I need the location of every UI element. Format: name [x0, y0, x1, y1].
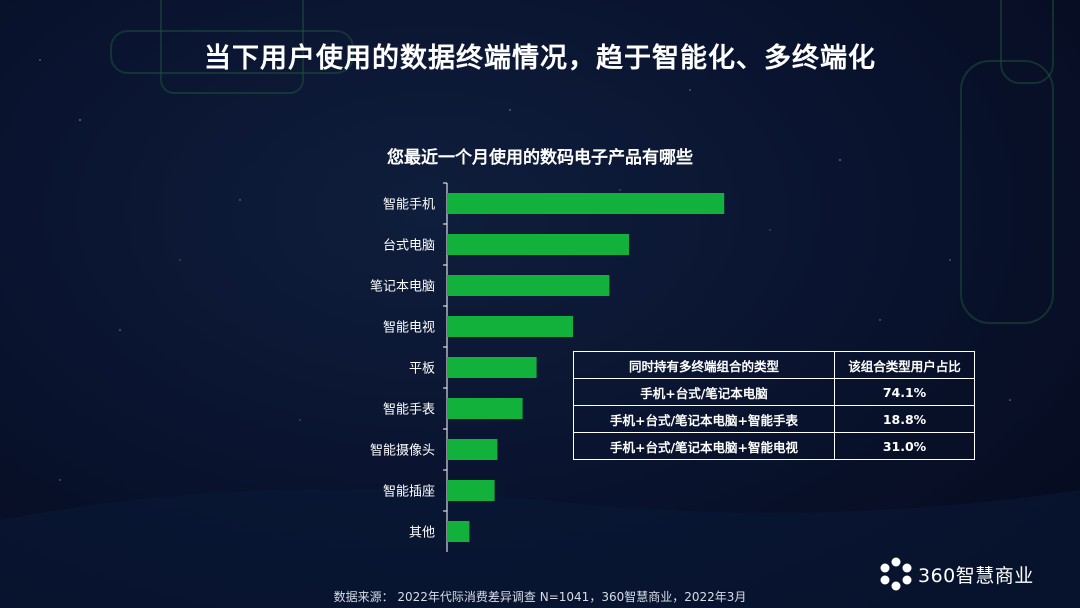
background-plus-decoration	[110, 30, 354, 74]
bar	[447, 439, 498, 460]
category-label: 智能电视	[383, 321, 435, 336]
data-source-note: 数据来源： 2022年代际消费差异调查 N=1041，360智慧商业，2022年…	[333, 590, 747, 604]
bar	[447, 193, 725, 214]
chart-title: 您最近一个月使用的数码电子产品有哪些	[387, 148, 693, 168]
background-plus-decoration	[1000, 0, 1054, 84]
bar	[447, 521, 470, 542]
background-plus-decoration	[960, 60, 1054, 324]
table-cell-combo: 手机+台式/笔记本电脑	[573, 378, 835, 406]
combo-table: 同时持有多终端组合的类型 该组合类型用户占比 手机+台式/笔记本电脑 74.1%…	[573, 351, 975, 460]
category-label: 智能手机	[383, 198, 435, 213]
bar	[447, 316, 573, 337]
table-header-row: 同时持有多终端组合的类型 该组合类型用户占比	[573, 351, 975, 379]
bar	[447, 234, 629, 255]
bar	[447, 357, 537, 378]
category-label: 平板	[409, 362, 435, 377]
bar	[447, 398, 523, 419]
table-cell-share: 74.1%	[834, 378, 975, 406]
table-row: 手机+台式/笔记本电脑+智能电视 31.0%	[573, 432, 975, 460]
table-cell-combo: 手机+台式/笔记本电脑+智能电视	[573, 432, 835, 460]
table-header-share: 该组合类型用户占比	[834, 351, 975, 379]
table-row: 手机+台式/笔记本电脑+智能手表 18.8%	[573, 405, 975, 433]
category-label: 智能插座	[383, 485, 435, 500]
category-label: 笔记本电脑	[370, 279, 435, 295]
table-header-combo: 同时持有多终端组合的类型	[573, 351, 835, 379]
table-cell-share: 31.0%	[834, 432, 975, 460]
bar	[447, 275, 610, 296]
category-label: 智能摄像头	[370, 444, 435, 459]
table-cell-share: 18.8%	[834, 405, 975, 433]
logo-text: 360智慧商业	[918, 564, 1034, 587]
page-title: 当下用户使用的数据终端情况，趋于智能化、多终端化	[204, 43, 876, 74]
brand-logo: 360智慧商业	[878, 556, 1034, 592]
flower-dots-icon	[880, 557, 912, 591]
background-plus-decoration	[160, 0, 304, 94]
table-cell-combo: 手机+台式/笔记本电脑+智能手表	[573, 405, 835, 433]
category-label: 台式电脑	[383, 239, 435, 254]
table-row: 手机+台式/笔记本电脑 74.1%	[573, 378, 975, 406]
category-label: 其他	[409, 526, 435, 541]
bar	[447, 480, 495, 501]
category-label: 智能手表	[383, 403, 435, 418]
